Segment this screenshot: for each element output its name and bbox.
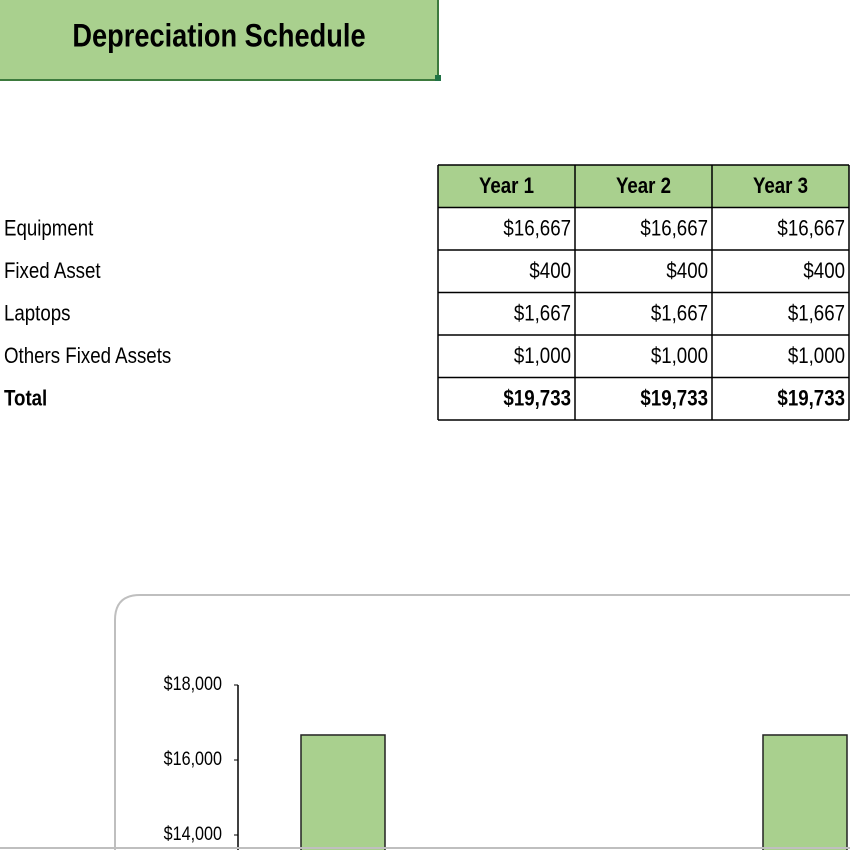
cell-value: $1,667 <box>651 302 708 326</box>
cell-value: $19,733 <box>777 387 845 411</box>
title: Depreciation Schedule <box>72 18 365 54</box>
row-label: Equipment <box>4 217 94 241</box>
column-header: Year 2 <box>616 175 671 199</box>
cell-value: $1,000 <box>788 345 845 369</box>
title-cell <box>0 0 439 81</box>
bar <box>762 734 848 850</box>
row-label: Total <box>4 387 47 411</box>
cell-value: $19,733 <box>503 387 571 411</box>
fill-handle <box>435 75 441 81</box>
column-header: Year 3 <box>753 175 808 199</box>
column-header: Year 1 <box>479 175 534 199</box>
cell-value: $400 <box>529 260 571 284</box>
cell-value: $16,667 <box>777 217 845 241</box>
y-tick-label: $14,000 <box>164 823 223 845</box>
cell-value: $400 <box>666 260 708 284</box>
cell-value: $400 <box>803 260 845 284</box>
cell-value: $1,667 <box>788 302 845 326</box>
y-tick-label: $16,000 <box>164 748 223 770</box>
row-label: Laptops <box>4 302 71 326</box>
chart-frame <box>114 594 850 850</box>
cell-value: $16,667 <box>503 217 571 241</box>
cell-value: $1,000 <box>514 345 571 369</box>
bar <box>300 734 386 850</box>
cell-value: $16,667 <box>640 217 708 241</box>
row-label: Fixed Asset <box>4 260 101 284</box>
cell-value: $1,667 <box>514 302 571 326</box>
cell-value: $19,733 <box>640 387 708 411</box>
header-row <box>438 165 849 208</box>
cell-value: $1,000 <box>651 345 708 369</box>
y-tick-label: $18,000 <box>164 673 223 695</box>
row-label: Others Fixed Assets <box>4 345 171 369</box>
